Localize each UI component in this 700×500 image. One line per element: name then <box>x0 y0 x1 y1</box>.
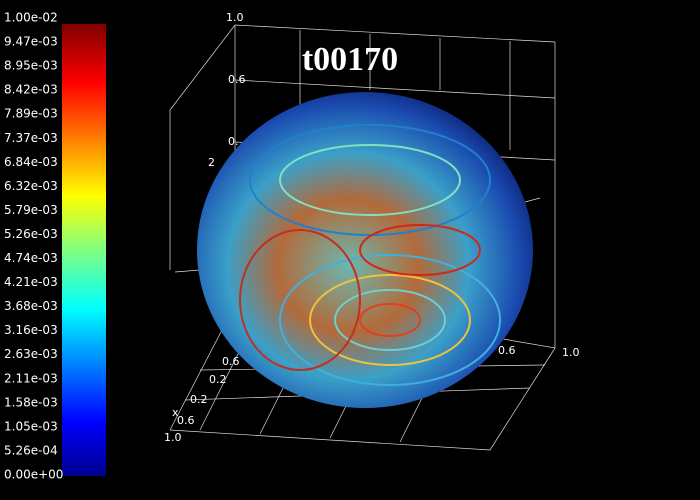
colorbar-label: 7.89e-03 <box>4 107 58 121</box>
colorbar-label: 7.37e-03 <box>4 131 58 145</box>
colorbar-label: 5.26e-04 <box>4 443 58 457</box>
axis-label: 2 <box>208 156 215 169</box>
axis-label: 1.0 <box>164 431 182 444</box>
colorbar-labels: 1.00e-02 9.47e-03 8.95e-03 8.42e-03 7.89e-03… <box>4 11 63 482</box>
axis-label: x <box>172 406 179 419</box>
colorbar <box>62 24 106 476</box>
axis-label: 1.0 <box>226 11 244 24</box>
colorbar-label: 0.00e+00 <box>4 468 63 482</box>
colorbar-label: 9.47e-03 <box>4 35 58 49</box>
colorbar-label: 8.42e-03 <box>4 83 58 97</box>
axis-label: 0.6 <box>498 344 516 357</box>
axis-label: 1.0 <box>562 346 580 359</box>
colorbar-label: 2.11e-03 <box>4 371 58 385</box>
sphere <box>197 92 533 408</box>
colorbar-label: 3.16e-03 <box>4 323 58 337</box>
colorbar-label: 4.74e-03 <box>4 251 58 265</box>
axis-label: 0.6 <box>177 414 195 427</box>
colorbar-label: 1.05e-03 <box>4 419 58 433</box>
colorbar-label: 5.79e-03 <box>4 203 58 217</box>
colorbar-label: 6.84e-03 <box>4 155 58 169</box>
colorbar-label: 5.26e-03 <box>4 227 58 241</box>
axis-label: 0.2 <box>209 373 227 386</box>
colorbar-label: 8.95e-03 <box>4 59 58 73</box>
streamlines <box>239 124 501 386</box>
colorbar-label: 1.58e-03 <box>4 395 58 409</box>
axis-label: 0. <box>228 135 239 148</box>
axis-label: 0.6 <box>228 73 246 86</box>
axis-label: 0.6 <box>222 355 240 368</box>
axis-label: 0.2 <box>190 393 208 406</box>
colorbar-label: 2.63e-03 <box>4 347 58 361</box>
colorbar-label: 6.32e-03 <box>4 179 58 193</box>
title: t00170 <box>302 41 398 78</box>
colorbar-label: 4.21e-03 <box>4 275 58 289</box>
colorbar-label: 3.68e-03 <box>4 299 58 313</box>
colorbar-label: 1.00e-02 <box>4 11 58 25</box>
